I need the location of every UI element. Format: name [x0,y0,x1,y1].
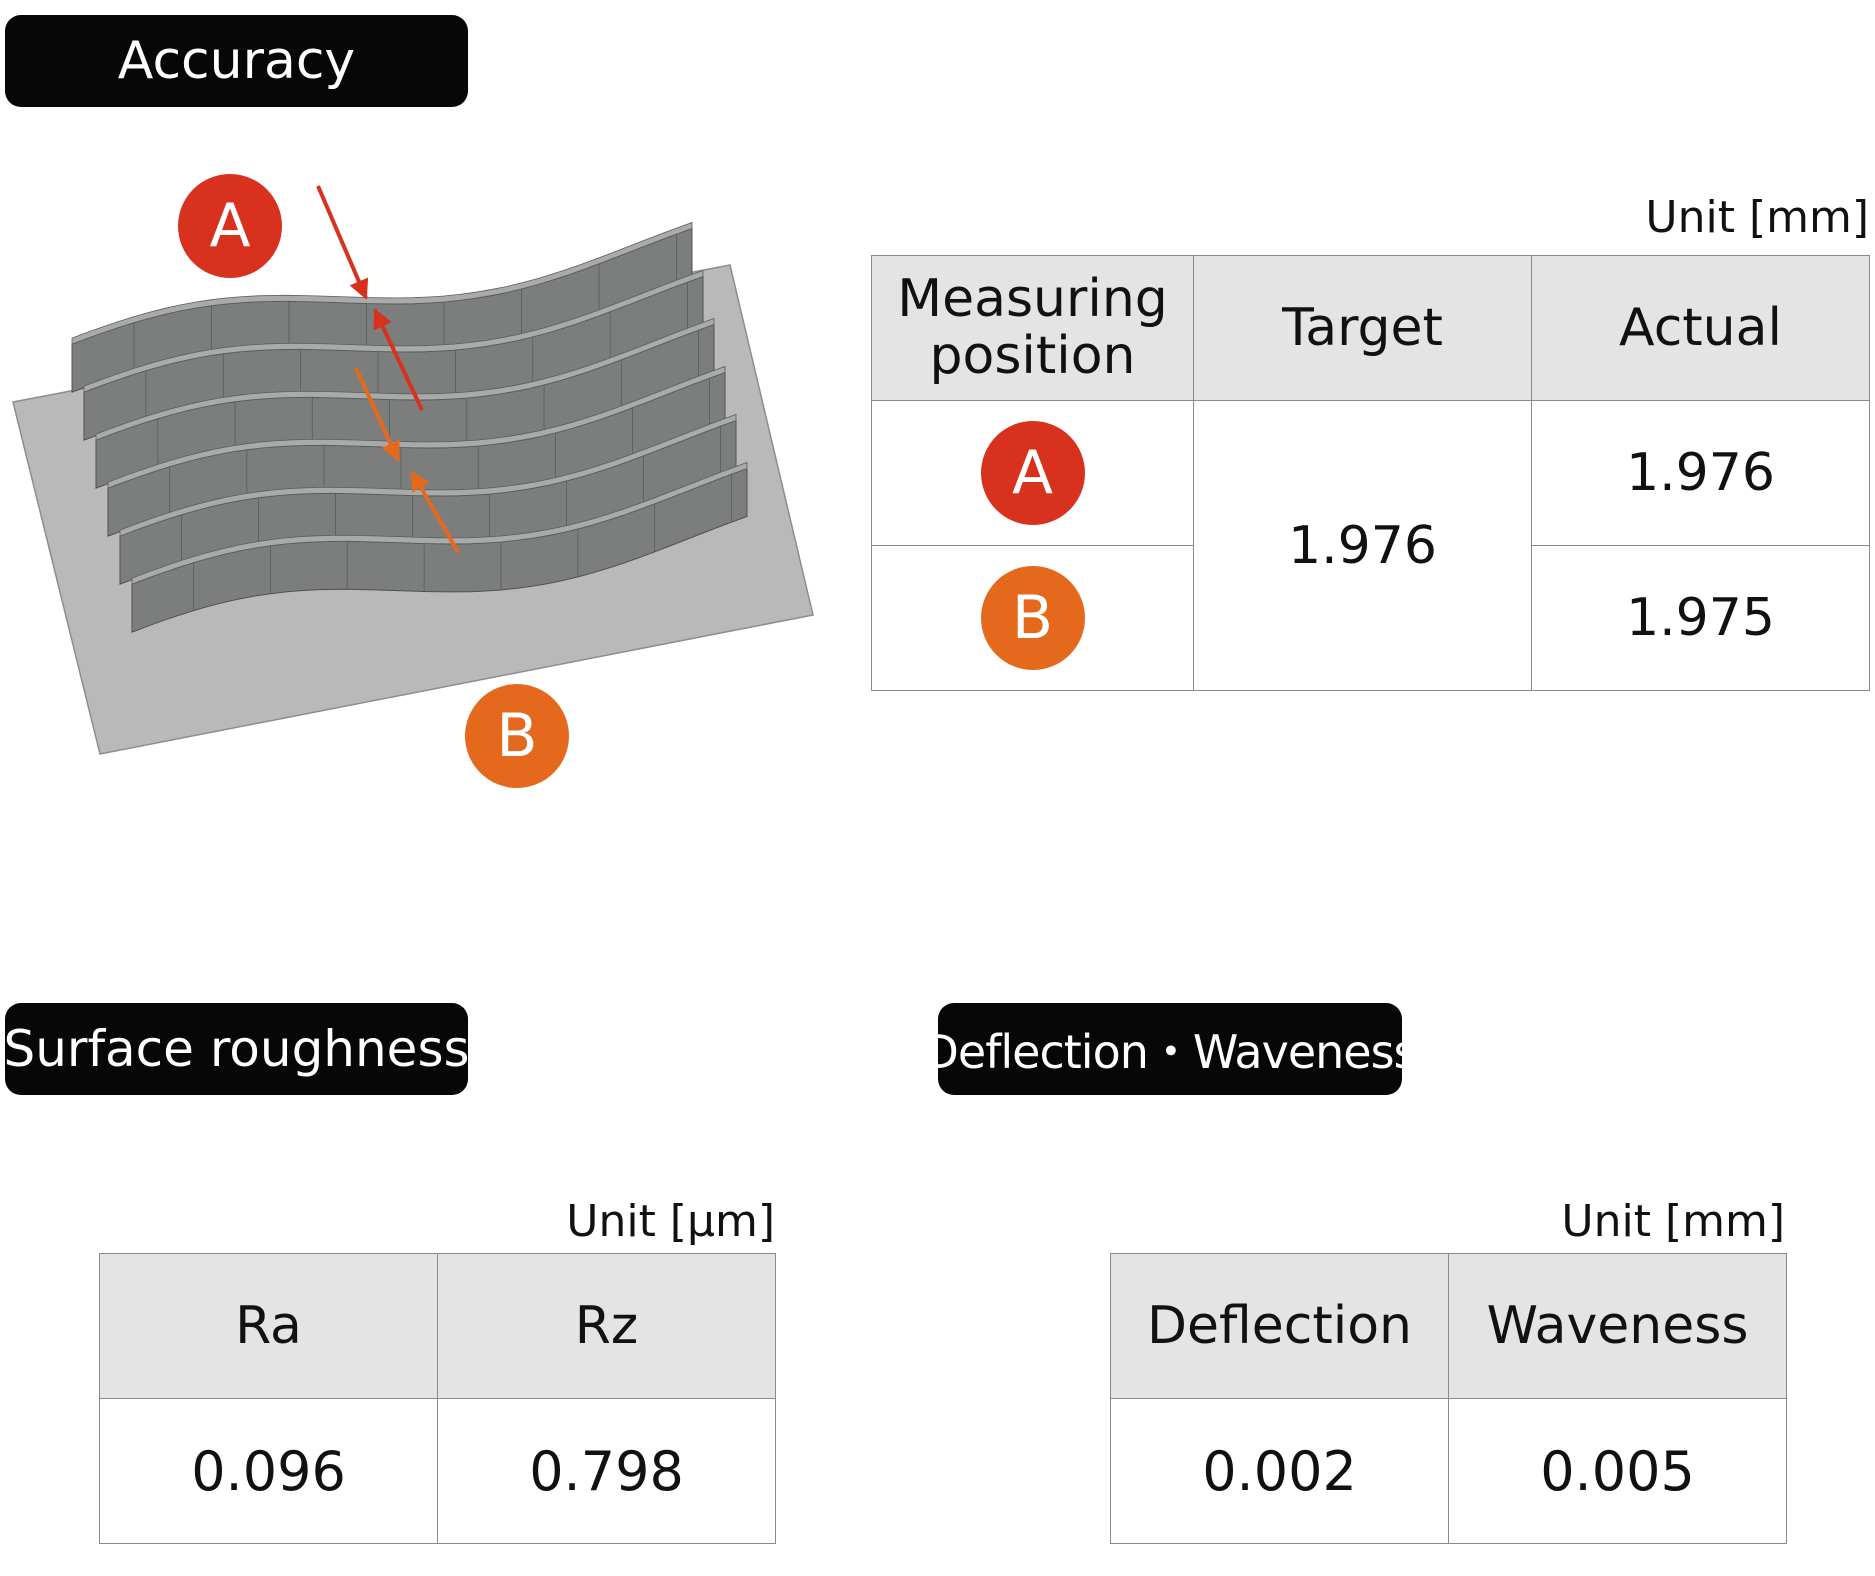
deflection-table: Deflection Waveness 0.002 0.005 [1110,1253,1787,1544]
wall-top [131,461,748,585]
arrow-a-down [316,185,369,300]
wavy-walls-figure [12,185,814,755]
deflection-waveness-section-title: Deflection・Waveness [923,1003,1418,1095]
header-measuring-position: Measuring position [871,255,1194,401]
roughness-table: Ra Rz 0.096 0.798 [99,1253,776,1544]
arrow-a-up [373,308,424,411]
marker-b-icon: B [465,684,569,788]
arrow-b-down [354,367,400,462]
header-waveness: Waveness [1448,1253,1787,1399]
accuracy-table: Measuring position Target Actual A 1.976… [871,255,1870,691]
arrow-b-up [410,470,460,553]
marker-a-icon: A [178,174,282,278]
header-ra: Ra [99,1253,438,1399]
actual-value-a: 1.976 [1531,400,1870,546]
surface-roughness-section-title: Surface roughness [3,1003,470,1095]
waveness-value: 0.005 [1448,1398,1787,1544]
wall-top [119,413,737,537]
header-target: Target [1193,255,1532,401]
actual-value-b: 1.975 [1531,545,1870,691]
roughness-unit-label: Unit [μm] [566,1196,775,1247]
deflection-value: 0.002 [1110,1398,1449,1544]
header-actual: Actual [1531,255,1870,401]
marker-a-icon: A [980,421,1085,525]
wall-top [95,317,715,441]
wall-top [107,365,726,489]
marker-b-icon: B [980,566,1085,670]
deflection-unit-label: Unit [mm] [1561,1196,1785,1247]
rz-value: 0.798 [437,1398,776,1544]
position-b-cell: B [871,545,1194,691]
header-deflection: Deflection [1110,1253,1449,1399]
target-value: 1.976 [1193,400,1532,691]
ra-value: 0.096 [99,1398,438,1544]
header-rz: Rz [437,1253,776,1399]
wall-top [71,221,693,345]
part-illustration: A B [0,170,840,810]
accuracy-unit-label: Unit [mm] [1645,192,1869,243]
wall-top [83,269,704,393]
accuracy-section-title: Accuracy [5,15,468,107]
position-a-cell: A [871,400,1194,546]
